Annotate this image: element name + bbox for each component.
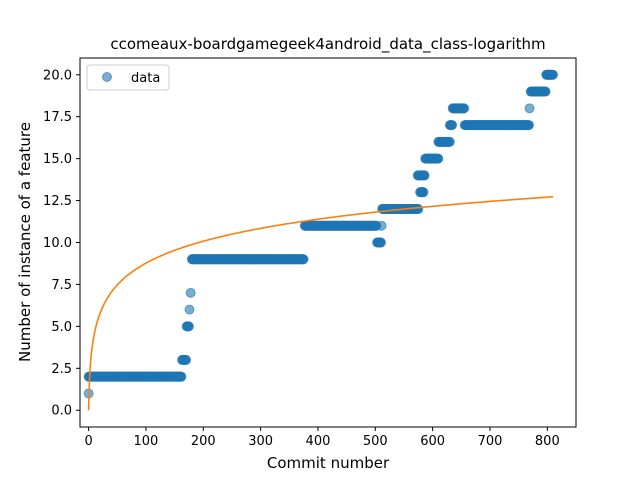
data-point <box>185 287 196 298</box>
y-tick-label: 12.5 <box>43 194 72 209</box>
data-point <box>181 354 192 365</box>
chart-title: ccomeaux-boardgamegeek4android_data_clas… <box>110 35 545 54</box>
data-point <box>418 187 429 198</box>
data-point <box>444 136 455 147</box>
fit-line <box>87 195 554 411</box>
y-tick-label: 17.5 <box>43 110 72 125</box>
data-point <box>524 103 535 114</box>
x-tick-label: 200 <box>191 434 216 449</box>
x-tick-label: 100 <box>134 434 159 449</box>
data-point <box>183 321 194 332</box>
data-point <box>413 203 424 214</box>
legend: data <box>86 64 170 91</box>
data-point <box>376 237 387 248</box>
data-point <box>376 220 387 231</box>
legend-box <box>86 64 170 91</box>
data-point <box>176 371 187 382</box>
data-point <box>419 170 430 181</box>
y-tick-label: 7.5 <box>51 278 72 293</box>
data-point <box>433 153 444 164</box>
x-tick-label: 400 <box>306 434 331 449</box>
y-tick-label: 20.0 <box>43 68 72 83</box>
legend-marker-data <box>102 72 112 82</box>
y-tick-label: 15.0 <box>43 152 72 167</box>
x-tick-label: 300 <box>248 434 273 449</box>
data-point <box>184 304 195 315</box>
data-point <box>540 86 551 97</box>
x-tick-label: 800 <box>535 434 560 449</box>
data-point <box>459 103 470 114</box>
plot-area <box>83 69 559 411</box>
y-axis-label: Number of instance of a feature <box>16 122 34 362</box>
y-axis: 0.0 2.5 5.0 7.5 10.0 12.5 15.0 17.5 20.0 <box>43 68 80 419</box>
y-tick-label: 2.5 <box>51 362 72 377</box>
x-tick-label: 700 <box>478 434 503 449</box>
y-tick-label: 0.0 <box>51 404 72 419</box>
legend-label-data: data <box>131 71 160 86</box>
data-point <box>548 69 559 80</box>
data-point <box>447 120 458 131</box>
x-axis: 0 100 200 300 400 500 600 700 800 <box>84 427 560 449</box>
x-axis-label: Commit number <box>267 454 390 472</box>
x-tick-label: 600 <box>420 434 445 449</box>
y-tick-label: 5.0 <box>51 320 72 335</box>
y-tick-label: 10.0 <box>43 236 72 251</box>
data-point <box>298 254 309 265</box>
x-tick-label: 0 <box>84 434 92 449</box>
data-point <box>523 120 534 131</box>
x-tick-label: 500 <box>363 434 388 449</box>
